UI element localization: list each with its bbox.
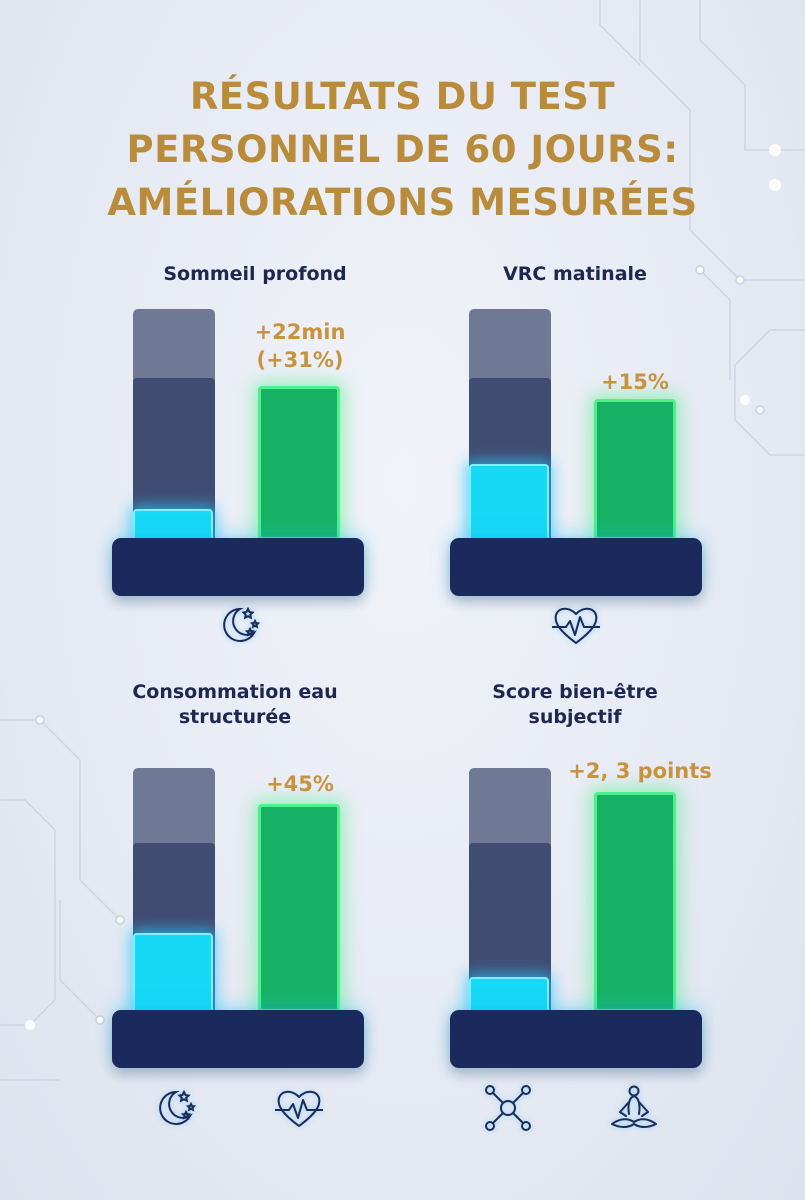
value-label: +22min (+31%) (250, 318, 350, 374)
title-line-1: RÉSULTATS DU TEST (189, 75, 616, 118)
chart-title-bienetre: Score bien-être subjectif (425, 680, 725, 730)
bar-before (133, 933, 213, 1012)
meditation-icon (608, 1082, 660, 1134)
chart-base (450, 1010, 702, 1068)
bar-after (594, 399, 676, 540)
chart-title-eau: Consommation eau structurée (85, 680, 385, 730)
chart-title-text: Score bien-être (492, 681, 658, 703)
chart-title-text: structurée (178, 706, 292, 728)
bar-after (258, 386, 340, 540)
title-line-3: AMÉLIORATIONS MESURÉES (107, 181, 698, 224)
value-label-line-1: +15% (601, 370, 669, 394)
molecule-icon (482, 1082, 534, 1134)
chart-title-text: subjectif (528, 706, 622, 728)
value-label-line-2: (+31%) (256, 348, 344, 372)
chart-base (112, 1010, 364, 1068)
chart-title-text: VRC matinale (503, 263, 647, 285)
value-label: +2, 3 points (565, 757, 715, 785)
chart-title-text: Sommeil profond (163, 263, 347, 285)
page-title: RÉSULTATS DU TEST PERSONNEL DE 60 JOURS:… (0, 70, 805, 229)
moon-stars-icon (212, 599, 264, 651)
value-label: +15% (585, 368, 685, 396)
chart-base (450, 538, 702, 596)
chart-title-sommeil: Sommeil profond (105, 262, 405, 287)
bar-after (258, 804, 340, 1012)
bar-after (594, 792, 676, 1012)
value-label-line-1: +22min (254, 320, 346, 344)
bar-before (469, 464, 549, 540)
chart-base (112, 538, 364, 596)
chart-title-vrc: VRC matinale (425, 262, 725, 287)
value-label-line-1: +2, 3 points (568, 759, 712, 783)
moon-stars-icon (148, 1082, 200, 1134)
bar-before (469, 977, 549, 1012)
title-line-2: PERSONNEL DE 60 JOURS: (126, 128, 679, 171)
value-label-line-1: +45% (266, 772, 334, 796)
bar-before (133, 509, 213, 540)
heart-pulse-icon (550, 599, 602, 651)
value-label: +45% (250, 770, 350, 798)
heart-pulse-icon (273, 1082, 325, 1134)
chart-title-text: Consommation eau (132, 681, 338, 703)
